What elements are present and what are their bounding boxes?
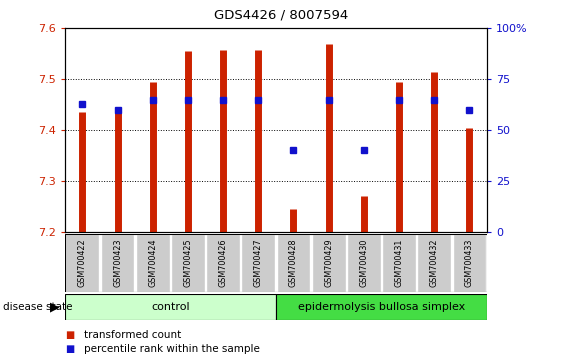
Text: GSM700427: GSM700427 <box>254 239 263 287</box>
Text: GSM700424: GSM700424 <box>148 239 157 287</box>
Bar <box>65 234 99 292</box>
Text: GSM700433: GSM700433 <box>465 239 474 287</box>
Text: disease state: disease state <box>3 302 72 312</box>
Bar <box>417 234 451 292</box>
Bar <box>312 234 346 292</box>
Bar <box>101 234 135 292</box>
Text: GSM700423: GSM700423 <box>113 239 122 287</box>
Text: ■: ■ <box>65 330 74 339</box>
Text: GSM700425: GSM700425 <box>184 239 193 287</box>
Text: GSM700428: GSM700428 <box>289 239 298 287</box>
Text: epidermolysis bullosa simplex: epidermolysis bullosa simplex <box>298 302 465 312</box>
Bar <box>382 234 416 292</box>
Text: ■: ■ <box>65 344 74 354</box>
Bar <box>206 234 240 292</box>
Bar <box>171 234 205 292</box>
Text: control: control <box>151 302 190 312</box>
Text: GSM700422: GSM700422 <box>78 239 87 287</box>
Text: transformed count: transformed count <box>84 330 182 339</box>
Bar <box>453 234 486 292</box>
Bar <box>242 234 275 292</box>
Text: ▶: ▶ <box>50 301 59 314</box>
Bar <box>276 234 310 292</box>
Text: GSM700432: GSM700432 <box>430 239 439 287</box>
Bar <box>65 294 276 320</box>
Text: GSM700431: GSM700431 <box>395 239 404 287</box>
Bar <box>136 234 169 292</box>
Text: GDS4426 / 8007594: GDS4426 / 8007594 <box>215 9 348 22</box>
Text: GSM700426: GSM700426 <box>218 239 227 287</box>
Text: GSM700430: GSM700430 <box>359 239 368 287</box>
Text: GSM700429: GSM700429 <box>324 239 333 287</box>
Bar <box>347 234 381 292</box>
Text: percentile rank within the sample: percentile rank within the sample <box>84 344 260 354</box>
Bar <box>276 294 487 320</box>
